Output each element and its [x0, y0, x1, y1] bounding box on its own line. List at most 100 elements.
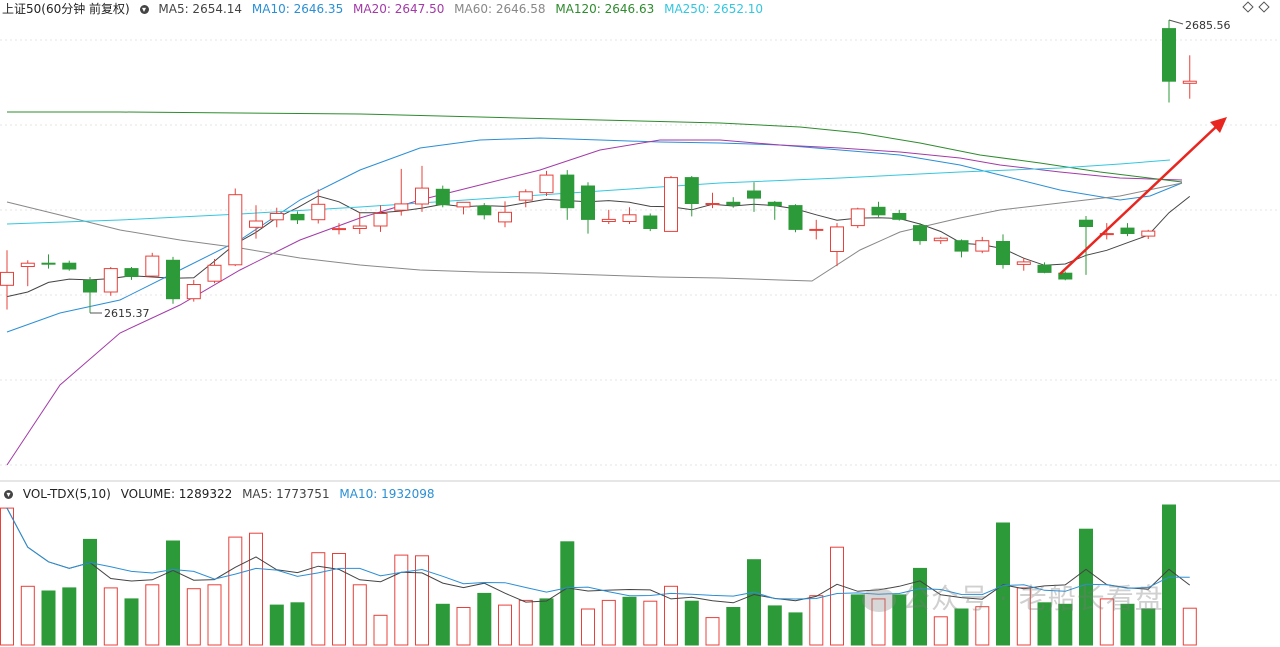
- candle-body: [1016, 261, 1031, 265]
- candle-body: [539, 174, 554, 194]
- candle-body: [249, 220, 263, 228]
- volume-bar: [62, 587, 77, 646]
- candle-body: [1099, 233, 1114, 236]
- volume-bar: [788, 612, 803, 646]
- volume-bar: [705, 617, 720, 646]
- candle-body: [0, 271, 14, 286]
- candle-body: [601, 218, 616, 222]
- candle-body: [435, 188, 450, 206]
- volume-bar: [20, 585, 35, 646]
- candle-body: [290, 213, 305, 221]
- candle-body: [705, 203, 720, 205]
- candle-body: [352, 225, 367, 229]
- candle-body: [1162, 28, 1176, 82]
- volume-bar: [41, 590, 56, 646]
- candle-body: [726, 201, 741, 206]
- ma250-line: [6, 159, 1171, 225]
- candle-body: [186, 284, 201, 300]
- candle-body: [373, 213, 388, 227]
- candle-body: [394, 203, 409, 211]
- candle-body: [622, 214, 637, 223]
- candle-body: [166, 259, 180, 300]
- candle-body: [498, 211, 512, 223]
- candle-body: [103, 268, 118, 293]
- vol-ma10-line: [6, 507, 1190, 600]
- candle-body: [747, 190, 761, 199]
- volume-bar: [145, 584, 160, 646]
- candle-body: [913, 225, 927, 242]
- vol-indicator-name: VOL-TDX(5,10): [22, 487, 111, 501]
- volume-bar: [684, 600, 699, 646]
- candle-body: [456, 201, 471, 208]
- volume-bar: [394, 554, 409, 646]
- candle-body: [560, 174, 575, 209]
- volume-bar: [1016, 587, 1031, 646]
- candle-body: [767, 201, 782, 207]
- candle-body: [664, 177, 678, 232]
- volume-bar: [1141, 608, 1156, 646]
- volume-bar: [1182, 607, 1197, 646]
- vol-ma5-line: [6, 507, 1191, 604]
- volume-bar: [892, 594, 907, 646]
- candle-body: [643, 215, 658, 229]
- candle-body: [933, 237, 948, 242]
- candle-body: [332, 228, 346, 231]
- ma120-label: MA120: 2646.63: [555, 2, 655, 16]
- ma60-line: [6, 182, 1183, 282]
- volume-bar: [477, 592, 492, 646]
- volume-bar: [456, 607, 471, 646]
- volume-bar: [747, 559, 761, 646]
- trend-arrow-head: [1210, 117, 1227, 133]
- volume-bar: [1079, 528, 1093, 646]
- candle-body: [477, 205, 492, 216]
- volume-bar: [311, 552, 326, 646]
- volume-bar: [830, 546, 844, 646]
- volume-bar: [1037, 602, 1052, 646]
- wechat-icon: [862, 588, 896, 612]
- vol-ma10-label: MA10: 1932098: [339, 487, 435, 501]
- volume-bar: [186, 588, 201, 646]
- volume-bar: [871, 598, 886, 646]
- candle-body: [20, 262, 35, 268]
- candle-body: [311, 203, 326, 221]
- ma60-label: MA60: 2646.58: [454, 2, 546, 16]
- volume-bar: [0, 507, 14, 646]
- ma10-line: [6, 137, 1183, 333]
- candle-body: [83, 279, 97, 293]
- volume-bar: [103, 587, 118, 646]
- candle-body: [1120, 227, 1135, 235]
- candle-body: [996, 241, 1010, 265]
- volume-bar: [767, 605, 782, 646]
- vol-ma5-label: MA5: 1773751: [242, 487, 330, 501]
- candle-body: [954, 240, 969, 252]
- volume-bar: [290, 602, 305, 646]
- ma120-line: [7, 111, 1183, 183]
- ma5-line: [6, 195, 1191, 298]
- volume-bar: [498, 604, 512, 646]
- volume-bar: [726, 607, 741, 646]
- high-price-label: 2685.56: [1185, 19, 1231, 32]
- candle-body: [62, 262, 77, 270]
- candle-body: [207, 264, 222, 282]
- volume-bar: [581, 608, 595, 646]
- ma10-label: MA10: 2646.35: [251, 2, 344, 16]
- settings-dot-icon[interactable]: ▾: [4, 490, 13, 499]
- candle-body: [809, 228, 824, 231]
- volume-bar: [539, 598, 554, 646]
- volume-bar: [664, 585, 678, 646]
- candle-body: [415, 187, 429, 205]
- candle-body: [581, 185, 595, 220]
- settings-dot-icon[interactable]: ▾: [139, 5, 149, 14]
- candle-body: [1182, 80, 1197, 84]
- volume-bar: [1120, 603, 1135, 646]
- volume-bar: [352, 584, 367, 646]
- ma20-label: MA20: 2647.50: [353, 2, 445, 16]
- volume-bar: [207, 584, 222, 646]
- candle-body: [871, 206, 886, 216]
- volume-bar: [1162, 504, 1176, 646]
- trend-arrow: [1059, 124, 1219, 275]
- candle-body: [892, 213, 907, 220]
- symbol-title: 上证50(60分钟 前复权): [2, 2, 130, 16]
- volume-bar: [622, 596, 637, 646]
